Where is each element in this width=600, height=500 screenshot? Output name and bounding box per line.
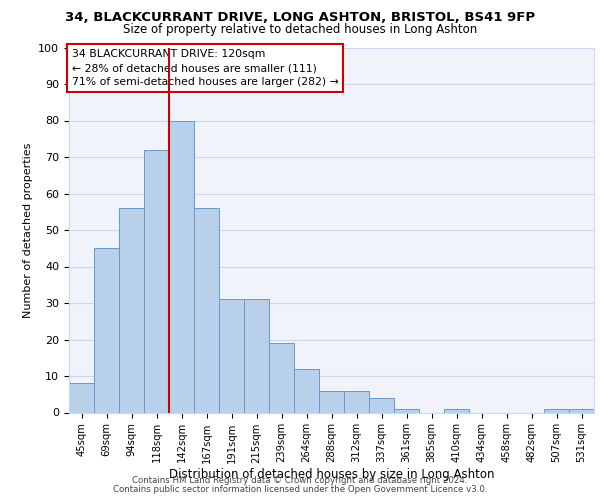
Text: 34 BLACKCURRANT DRIVE: 120sqm
← 28% of detached houses are smaller (111)
71% of : 34 BLACKCURRANT DRIVE: 120sqm ← 28% of d… <box>71 50 338 88</box>
Bar <box>370 398 394 412</box>
X-axis label: Distribution of detached houses by size in Long Ashton: Distribution of detached houses by size … <box>169 468 494 481</box>
Text: Contains HM Land Registry data © Crown copyright and database right 2024.: Contains HM Land Registry data © Crown c… <box>132 476 468 485</box>
Bar <box>119 208 143 412</box>
Bar <box>244 300 269 412</box>
Text: Size of property relative to detached houses in Long Ashton: Size of property relative to detached ho… <box>123 22 477 36</box>
Text: Contains public sector information licensed under the Open Government Licence v3: Contains public sector information licen… <box>113 484 487 494</box>
Bar <box>94 248 119 412</box>
Text: 34, BLACKCURRANT DRIVE, LONG ASHTON, BRISTOL, BS41 9FP: 34, BLACKCURRANT DRIVE, LONG ASHTON, BRI… <box>65 11 535 24</box>
Bar <box>295 368 319 412</box>
Bar <box>70 384 94 412</box>
Bar <box>194 208 218 412</box>
Bar <box>145 150 169 412</box>
Bar <box>544 409 569 412</box>
Bar <box>169 120 194 412</box>
Bar <box>569 409 593 412</box>
Y-axis label: Number of detached properties: Number of detached properties <box>23 142 33 318</box>
Bar <box>394 409 419 412</box>
Bar <box>269 343 293 412</box>
Bar <box>344 390 368 412</box>
Bar <box>445 409 469 412</box>
Bar <box>319 390 344 412</box>
Bar <box>220 300 244 412</box>
